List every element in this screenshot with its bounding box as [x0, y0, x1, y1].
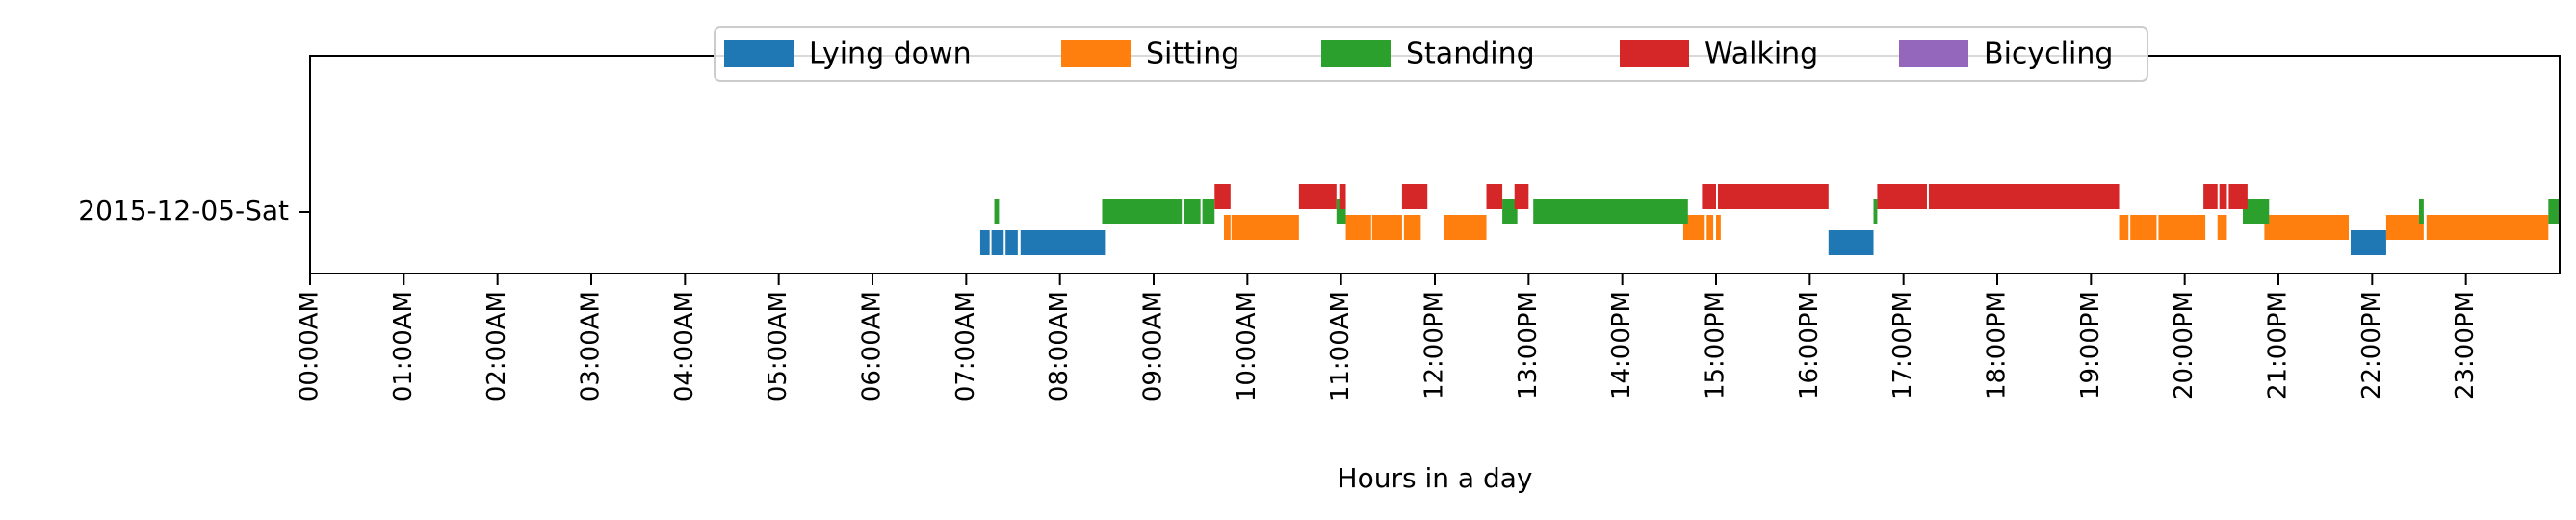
activity-bar: [1706, 215, 1714, 240]
x-tick-label: 07:00AM: [951, 291, 980, 402]
activity-bar: [1486, 184, 1503, 209]
activity-bar: [1202, 199, 1215, 224]
activity-bar: [2217, 215, 2227, 240]
activity-bar: [991, 230, 1004, 255]
activity-bar: [1928, 184, 2120, 209]
x-tick-label: 19:00PM: [2076, 291, 2105, 400]
x-tick-label: 20:00PM: [2170, 291, 2199, 400]
activity-bar: [1339, 184, 1346, 209]
activity-bar: [2130, 215, 2157, 240]
plot-frame: [309, 55, 2561, 274]
y-tick-label: 2015-12-05-Sat: [78, 195, 289, 226]
legend-swatch: [724, 40, 794, 67]
activity-bar: [1502, 199, 1518, 224]
x-tick-label: 04:00AM: [670, 291, 699, 402]
series-walking: [1214, 184, 2248, 209]
activity-bar: [1702, 184, 1716, 209]
activity-bar: [2350, 230, 2386, 255]
x-tick-label: 16:00PM: [1795, 291, 1824, 400]
series-standing: [994, 199, 2560, 224]
x-tick-label: 14:00PM: [1607, 291, 1636, 400]
legend-label: Bicycling: [1984, 38, 2113, 71]
series-lying-down: [979, 230, 2386, 255]
activity-bar: [1717, 184, 1829, 209]
activity-bar: [1444, 215, 1487, 240]
activity-bar: [1371, 215, 1402, 240]
x-tick-label: 00:00AM: [296, 291, 325, 402]
activity-bar: [1514, 184, 1529, 209]
activity-bar: [1345, 215, 1371, 240]
activity-bar: [2203, 184, 2218, 209]
x-tick-label: 12:00PM: [1420, 291, 1449, 400]
activity-bar: [1005, 230, 1018, 255]
activity-bar: [1533, 199, 1688, 224]
x-tick-label: 21:00PM: [2264, 291, 2293, 400]
x-axis-ticks: 00:00AM 01:00AM 02:00AM 03:00AM 04:00AM 05:00…: [296, 273, 2480, 402]
x-tick-label: 13:00PM: [1514, 291, 1543, 400]
activity-bar: [2426, 215, 2549, 240]
x-tick-label: 10:00AM: [1233, 291, 1262, 402]
x-tick-label: 01:00AM: [389, 291, 418, 402]
legend-label: Lying down: [809, 38, 972, 71]
y-axis-ticks: 2015-12-05-Sat: [78, 195, 310, 226]
x-axis-label: Hours in a day: [1338, 462, 1533, 494]
x-tick-label: 17:00PM: [1888, 291, 1917, 400]
x-tick-label: 15:00PM: [1702, 291, 1730, 400]
x-tick-label: 18:00PM: [1983, 291, 2012, 400]
x-tick-label: 03:00AM: [577, 291, 606, 402]
legend: Lying down Sitting Standing Walking Bicyclin…: [714, 26, 2148, 82]
x-tick-label: 02:00AM: [482, 291, 511, 402]
x-tick-label: 23:00PM: [2451, 291, 2480, 400]
legend-label: Sitting: [1146, 38, 1239, 71]
activity-bar: [994, 199, 1000, 224]
x-tick-label: 05:00AM: [764, 291, 793, 402]
series-sitting: [1224, 215, 2549, 240]
activity-bar: [1682, 215, 1705, 240]
x-tick-label: 06:00AM: [858, 291, 887, 402]
activity-bar: [1403, 215, 1421, 240]
activity-bar: [1231, 215, 1299, 240]
legend-swatch: [1899, 40, 1968, 67]
activity-bar: [979, 230, 990, 255]
activity-bar: [2419, 199, 2424, 224]
activity-bar: [1877, 184, 1927, 209]
activity-bar: [1828, 230, 1874, 255]
activity-bar: [1184, 199, 1201, 224]
activity-bar: [1224, 215, 1231, 240]
legend-label: Standing: [1406, 38, 1535, 71]
legend-swatch: [1061, 40, 1131, 67]
activity-bar: [1020, 230, 1106, 255]
activity-bar: [2158, 215, 2206, 240]
x-tick-label: 22:00PM: [2357, 291, 2386, 400]
activity-bar: [1873, 199, 1878, 224]
activity-bar: [1298, 184, 1337, 209]
activity-bar: [1214, 184, 1231, 209]
activity-bar: [2219, 184, 2227, 209]
activity-bar: [1336, 199, 1346, 224]
activity-bar: [2228, 184, 2248, 209]
legend-label: Walking: [1704, 38, 1818, 71]
legend-swatch: [1620, 40, 1689, 67]
activity-bar: [2119, 215, 2129, 240]
legend-swatch: [1321, 40, 1391, 67]
activity-bars: [979, 184, 2560, 255]
x-tick-label: 11:00AM: [1326, 291, 1355, 402]
activity-bar: [2385, 215, 2424, 240]
x-tick-label: 09:00AM: [1139, 291, 1168, 402]
activity-bar: [1401, 184, 1428, 209]
activity-bar: [2264, 215, 2349, 240]
activity-bar: [2548, 199, 2560, 224]
activity-bar: [1102, 199, 1183, 224]
activity-bar: [1716, 215, 1721, 240]
x-tick-label: 08:00AM: [1045, 291, 1074, 402]
